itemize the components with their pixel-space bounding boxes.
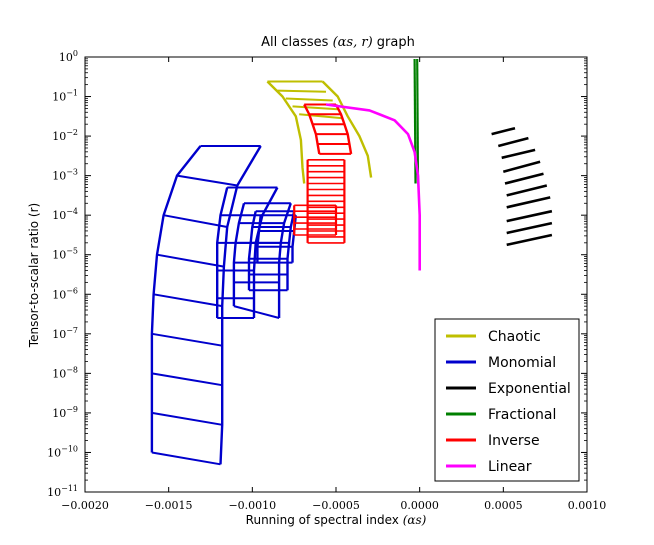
title-math: (αs, r) [333,35,373,50]
monomial-grid-row [176,174,238,187]
x-tick-label: −0.0005 [312,499,360,512]
x-axis-label-math: (αs) [403,513,427,527]
exponential-segment [506,184,548,197]
y-tick-label: 10−11 [47,484,78,499]
chaotic-grid-row [277,89,327,93]
monomial-grid-edge [232,203,246,307]
monomial-grid-edge [219,145,262,465]
chaotic-grid-row [292,105,338,111]
chart-title: All classes (αs, r) graph [261,35,415,50]
x-tick-label: 0.0005 [484,499,523,512]
exponential-segment [497,136,529,148]
monomial-grid-row [151,411,223,426]
inverse-grid-edge [334,103,353,155]
monomial-grid-row [153,293,223,308]
exponential-segment [506,221,553,235]
exponential-segment [502,160,541,173]
y-tick-label: 10−1 [52,89,78,104]
monomial-grid-edge [215,187,229,318]
exponential-segment [504,172,544,185]
legend-label-fractional: Fractional [488,407,556,423]
legend-label-exponential: Exponential [488,381,571,397]
title-tail: graph [373,35,415,50]
y-tick-label: 10−10 [47,444,78,459]
chaotic-grid-edge [321,80,373,178]
y-tick-label: 10−5 [52,247,78,262]
exponential-segment [491,126,516,136]
exponential-segment [506,196,551,209]
monomial-grid-row [233,305,280,319]
series-exponential [491,126,553,247]
fractional-curve [416,58,420,184]
monomial-grid-row [156,253,225,268]
exponential-segment [506,233,553,247]
monomial-grid-row [151,372,223,387]
y-tick-label: 10−3 [52,168,78,183]
monomial-grid-row [151,451,221,466]
y-tick-label: 10−8 [52,365,78,380]
monomial-grid-edge [150,145,202,453]
series-inverse [293,103,353,244]
series-layer [150,58,553,466]
legend-label-monomial: Monomial [488,355,556,371]
legend-box [434,318,580,482]
inverse-grid-edge [303,103,321,155]
monomial-grid-row [163,214,228,228]
monomial-grid-edge [286,210,296,291]
y-axis: 100 10−1 10−2 10−3 10−4 10−5 10−6 10−7 10−8 10−9 1… [47,49,587,499]
chaotic-grid-edge [266,80,306,184]
x-tick-label: −0.0015 [145,499,193,512]
x-tick-label: −0.0010 [228,499,276,512]
monomial-grid-edge [247,210,257,291]
exponential-segment [506,209,553,223]
y-tick-label: 10−6 [52,286,78,301]
monomial-grid-edge [277,202,292,318]
legend-label-chaotic: Chaotic [488,329,541,345]
y-tick-label: 10−4 [52,207,78,222]
chaotic-grid-row [285,97,333,102]
chaotic-grid-row [299,113,343,120]
series-monomial [150,145,297,466]
y-tick-label: 10−9 [52,405,78,420]
x-tick-label: 0.0000 [400,499,439,512]
exponential-segment [501,148,536,160]
monomial-grid-row [151,332,223,347]
x-axis-label-text: Running of spectral index [246,513,403,527]
linear-curve [325,103,422,271]
legend: Chaotic Monomial Exponential Fractional Inve… [434,318,580,482]
legend-label-inverse: Inverse [488,433,540,449]
monomial-grid-edge [256,215,262,263]
y-tick-label: 10−2 [52,128,78,143]
series-chaotic [266,80,373,184]
legend-label-linear: Linear [488,459,532,475]
series-linear [325,103,422,271]
x-tick-label: −0.0020 [61,499,109,512]
y-axis-label: Tensor-to-scalar ratio (r) [27,203,41,348]
y-tick-label: 100 [59,49,78,64]
y-tick-label: 10−7 [52,326,78,341]
x-axis-label: Running of spectral index (αs) [246,513,427,527]
x-tick-label: 0.0010 [568,499,607,512]
title-text: All classes [261,35,332,50]
